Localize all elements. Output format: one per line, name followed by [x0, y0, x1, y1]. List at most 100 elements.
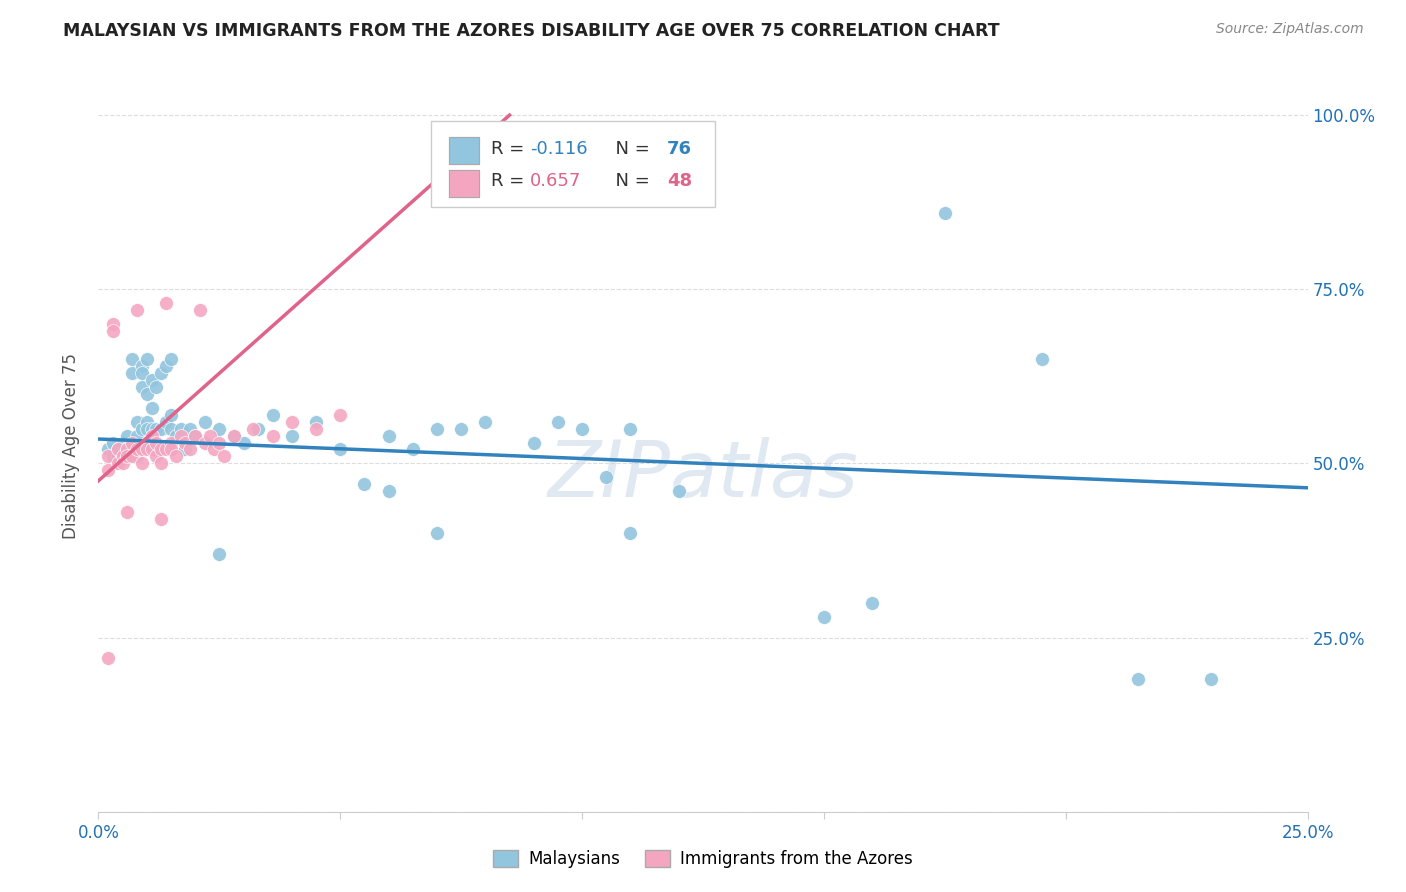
- Point: [281, 428, 304, 442]
- Point: [145, 450, 167, 464]
- Point: [160, 421, 183, 435]
- Point: [474, 415, 496, 429]
- Point: [141, 421, 163, 435]
- Point: [107, 450, 129, 464]
- Point: [179, 421, 201, 435]
- Point: [668, 484, 690, 499]
- Point: [111, 457, 134, 471]
- Point: [97, 463, 120, 477]
- Point: [160, 442, 183, 457]
- Point: [194, 435, 217, 450]
- Point: [131, 380, 153, 394]
- Point: [165, 450, 187, 464]
- Text: 48: 48: [666, 172, 692, 190]
- Point: [101, 450, 124, 464]
- Point: [117, 450, 139, 464]
- Point: [329, 442, 352, 457]
- Point: [547, 415, 569, 429]
- Point: [121, 435, 143, 450]
- Point: [194, 415, 217, 429]
- Point: [184, 428, 207, 442]
- Point: [426, 526, 449, 541]
- Point: [208, 547, 231, 561]
- Point: [121, 450, 143, 464]
- Point: [619, 421, 641, 435]
- Point: [101, 317, 124, 331]
- Text: ZIPatlas: ZIPatlas: [547, 437, 859, 513]
- Point: [222, 428, 245, 442]
- Point: [127, 442, 149, 457]
- Point: [97, 450, 120, 464]
- Point: [135, 351, 157, 366]
- Point: [353, 477, 375, 491]
- Point: [1031, 351, 1053, 366]
- Point: [1199, 673, 1222, 687]
- Point: [111, 435, 134, 450]
- Point: [204, 442, 226, 457]
- Point: [141, 442, 163, 457]
- Point: [150, 366, 173, 380]
- Point: [150, 512, 173, 526]
- Point: [426, 421, 449, 435]
- Point: [150, 421, 173, 435]
- Point: [198, 428, 221, 442]
- Point: [305, 421, 328, 435]
- Point: [595, 470, 617, 484]
- Text: MALAYSIAN VS IMMIGRANTS FROM THE AZORES DISABILITY AGE OVER 75 CORRELATION CHART: MALAYSIAN VS IMMIGRANTS FROM THE AZORES …: [63, 22, 1000, 40]
- Point: [131, 442, 153, 457]
- Point: [135, 421, 157, 435]
- Point: [145, 421, 167, 435]
- Point: [117, 442, 139, 457]
- Point: [860, 596, 883, 610]
- Point: [101, 324, 124, 338]
- Point: [208, 421, 231, 435]
- Text: 76: 76: [666, 140, 692, 158]
- Point: [135, 415, 157, 429]
- Point: [111, 450, 134, 464]
- Point: [117, 442, 139, 457]
- Point: [1128, 673, 1150, 687]
- Point: [111, 450, 134, 464]
- Point: [934, 205, 956, 219]
- Point: [523, 435, 546, 450]
- Point: [242, 421, 264, 435]
- Text: R =: R =: [492, 140, 530, 158]
- Text: -0.116: -0.116: [530, 140, 588, 158]
- Point: [141, 373, 163, 387]
- Point: [160, 408, 183, 422]
- Point: [150, 457, 173, 471]
- Point: [377, 484, 399, 499]
- Point: [117, 428, 139, 442]
- FancyBboxPatch shape: [449, 136, 479, 164]
- FancyBboxPatch shape: [432, 121, 716, 207]
- Point: [188, 303, 211, 318]
- Point: [155, 296, 177, 310]
- Point: [184, 428, 207, 442]
- Point: [262, 408, 284, 422]
- Point: [141, 435, 163, 450]
- Point: [377, 428, 399, 442]
- Text: Source: ZipAtlas.com: Source: ZipAtlas.com: [1216, 22, 1364, 37]
- Point: [145, 435, 167, 450]
- Point: [127, 303, 149, 318]
- Point: [222, 428, 245, 442]
- Point: [135, 442, 157, 457]
- Point: [165, 428, 187, 442]
- Point: [127, 428, 149, 442]
- Point: [121, 366, 143, 380]
- Point: [141, 428, 163, 442]
- Point: [571, 421, 593, 435]
- Text: 0.657: 0.657: [530, 172, 582, 190]
- Point: [232, 435, 254, 450]
- Point: [619, 526, 641, 541]
- Point: [145, 442, 167, 457]
- Point: [97, 651, 120, 665]
- Point: [135, 435, 157, 450]
- Point: [329, 408, 352, 422]
- Text: N =: N =: [603, 172, 655, 190]
- Point: [262, 428, 284, 442]
- Point: [131, 359, 153, 373]
- Point: [141, 401, 163, 415]
- Point: [212, 450, 235, 464]
- Point: [121, 442, 143, 457]
